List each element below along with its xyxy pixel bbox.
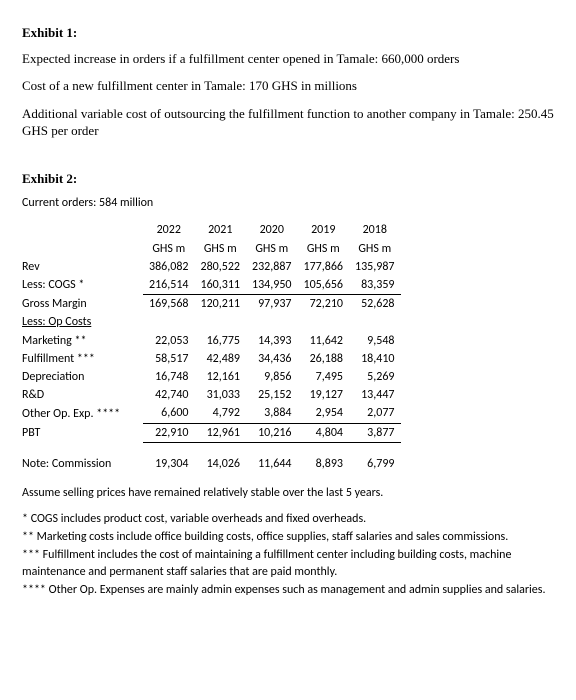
footnote: ** Marketing costs include office buildi… — [22, 529, 554, 545]
cell: 232,887 — [246, 258, 298, 276]
cell: 12,161 — [195, 368, 247, 386]
cell: 135,987 — [349, 258, 401, 276]
table-row: Gross Margin 169,568 120,211 97,937 72,2… — [22, 295, 401, 314]
current-orders: Current orders: 584 million — [22, 195, 554, 211]
cell: 105,656 — [298, 276, 350, 295]
cell: 83,359 — [349, 276, 401, 295]
year-col: 2020 — [246, 221, 298, 239]
row-label: Rev — [22, 258, 143, 276]
cell: 16,748 — [143, 368, 195, 386]
cell: 72,210 — [298, 295, 350, 314]
table-row: Less: COGS * 216,514 160,311 134,950 105… — [22, 276, 401, 295]
cell: 3,877 — [349, 423, 401, 442]
row-label: Marketing ** — [22, 332, 143, 350]
footnote: * COGS includes product cost, variable o… — [22, 511, 554, 527]
cell: 18,410 — [349, 350, 401, 368]
table-row: PBT 22,910 12,961 10,216 4,804 3,877 — [22, 423, 401, 442]
footnote: *** Fulfillment includes the cost of mai… — [22, 547, 554, 579]
unit-col: GHS m — [195, 240, 247, 258]
unit-col: GHS m — [143, 240, 195, 258]
cell: 9,548 — [349, 332, 401, 350]
exhibit1-line2: Cost of a new fulfillment center in Tama… — [22, 77, 554, 95]
cell: 14,393 — [246, 332, 298, 350]
table-row: R&D 42,740 31,033 25,152 19,127 13,447 — [22, 386, 401, 404]
financials-table: 2022 2021 2020 2019 2018 GHS m GHS m GHS… — [22, 221, 401, 472]
table-row: Other Op. Exp. **** 6,600 4,792 3,884 2,… — [22, 404, 401, 423]
cell: 177,866 — [298, 258, 350, 276]
cell: 14,026 — [195, 455, 247, 473]
cell: 16,775 — [195, 332, 247, 350]
cell: 42,740 — [143, 386, 195, 404]
cell: 11,644 — [246, 455, 298, 473]
cell: 26,188 — [298, 350, 350, 368]
cell: 280,522 — [195, 258, 247, 276]
cell: 4,792 — [195, 404, 247, 423]
year-col: 2019 — [298, 221, 350, 239]
cell: 19,304 — [143, 455, 195, 473]
cell: 52,628 — [349, 295, 401, 314]
cell: 22,910 — [143, 423, 195, 442]
year-col: 2022 — [143, 221, 195, 239]
cell: 216,514 — [143, 276, 195, 295]
row-label: Fulfillment *** — [22, 350, 143, 368]
cell: 8,893 — [298, 455, 350, 473]
cell: 5,269 — [349, 368, 401, 386]
cell: 2,954 — [298, 404, 350, 423]
cell: 31,033 — [195, 386, 247, 404]
cell: 12,961 — [195, 423, 247, 442]
row-label: Less: COGS * — [22, 276, 143, 295]
cell: 3,884 — [246, 404, 298, 423]
table-row: Less: Op Costs — [22, 313, 401, 331]
cell: 42,489 — [195, 350, 247, 368]
cell: 7,495 — [298, 368, 350, 386]
unit-col: GHS m — [246, 240, 298, 258]
table-row: Depreciation 16,748 12,161 9,856 7,495 5… — [22, 368, 401, 386]
exhibit1-line1: Expected increase in orders if a fulfill… — [22, 50, 554, 68]
cell: 19,127 — [298, 386, 350, 404]
exhibit1-heading: Exhibit 1: — [22, 24, 554, 42]
row-label: R&D — [22, 386, 143, 404]
table-row — [22, 442, 401, 455]
cell: 6,600 — [143, 404, 195, 423]
cell: 160,311 — [195, 276, 247, 295]
cell: 13,447 — [349, 386, 401, 404]
cell: 2,077 — [349, 404, 401, 423]
exhibit2-heading: Exhibit 2: — [22, 170, 554, 188]
table-row: 2022 2021 2020 2019 2018 — [22, 221, 401, 239]
cell: 169,568 — [143, 295, 195, 314]
year-col: 2021 — [195, 221, 247, 239]
table-row: Marketing ** 22,053 16,775 14,393 11,642… — [22, 332, 401, 350]
table-row: Fulfillment *** 58,517 42,489 34,436 26,… — [22, 350, 401, 368]
cell: 58,517 — [143, 350, 195, 368]
row-label: Less: Op Costs — [22, 313, 143, 331]
row-label: Gross Margin — [22, 295, 143, 314]
table-row: GHS m GHS m GHS m GHS m GHS m — [22, 240, 401, 258]
assumption-note: Assume selling prices have remained rela… — [22, 485, 554, 501]
cell: 10,216 — [246, 423, 298, 442]
year-col: 2018 — [349, 221, 401, 239]
cell: 6,799 — [349, 455, 401, 473]
cell: 22,053 — [143, 332, 195, 350]
row-label: Other Op. Exp. **** — [22, 404, 143, 423]
cell: 25,152 — [246, 386, 298, 404]
row-label: PBT — [22, 423, 143, 442]
cell: 97,937 — [246, 295, 298, 314]
cell: 11,642 — [298, 332, 350, 350]
footnotes: * COGS includes product cost, variable o… — [22, 511, 554, 598]
unit-col: GHS m — [349, 240, 401, 258]
table-row: Note: Commission 19,304 14,026 11,644 8,… — [22, 455, 401, 473]
cell: 9,856 — [246, 368, 298, 386]
cell: 386,082 — [143, 258, 195, 276]
row-label: Note: Commission — [22, 455, 143, 473]
table-row: Rev 386,082 280,522 232,887 177,866 135,… — [22, 258, 401, 276]
footnote: **** Other Op. Expenses are mainly admin… — [22, 582, 554, 598]
cell: 4,804 — [298, 423, 350, 442]
unit-col: GHS m — [298, 240, 350, 258]
exhibit1-line3: Additional variable cost of outsourcing … — [22, 105, 554, 140]
cell: 134,950 — [246, 276, 298, 295]
cell: 34,436 — [246, 350, 298, 368]
cell: 120,211 — [195, 295, 247, 314]
row-label: Depreciation — [22, 368, 143, 386]
